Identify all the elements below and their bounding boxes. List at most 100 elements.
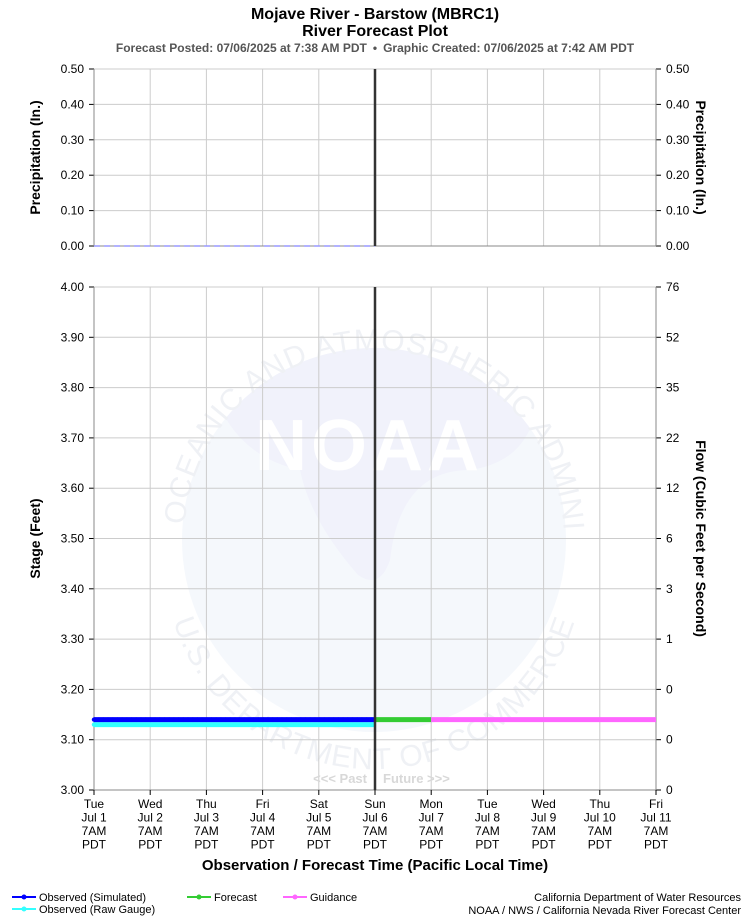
stage-ytick-label-right: 22 bbox=[666, 431, 680, 445]
stage-ytick-label-right: 12 bbox=[666, 481, 680, 495]
series-point-observed-simulated bbox=[355, 717, 360, 722]
series-point-observed-raw bbox=[331, 722, 336, 727]
precip-ytick-label-left: 0.00 bbox=[61, 239, 85, 253]
credit-dwr: California Department of Water Resources bbox=[534, 892, 741, 904]
series-point-observed-simulated bbox=[96, 717, 101, 722]
stage-xtick-label-line: Thu bbox=[196, 797, 217, 811]
stage-xtick-label-line: 7AM bbox=[82, 824, 107, 838]
noaa-watermark: NOAA NATIONAL OCEANIC AND ATMOSPHERIC AD… bbox=[0, 0, 589, 777]
stage-ylabel-right: Flow (Cubic Feet per Second) bbox=[693, 440, 709, 637]
stage-xtick-label-line: Jul 6 bbox=[362, 811, 388, 825]
series-point-observed-raw bbox=[279, 722, 285, 727]
stage-xtick-label-line: Fri bbox=[256, 797, 270, 811]
stage-xtick-label: Sun Jul 6 7AM PDT bbox=[362, 797, 388, 852]
series-point-observed-raw bbox=[265, 722, 271, 727]
series-point-observed-simulated bbox=[124, 717, 130, 722]
precip-ytick-label-right: 0.00 bbox=[666, 239, 690, 253]
stage-xtick-label-line: Jul 9 bbox=[531, 811, 557, 825]
series-point-observed-raw bbox=[134, 722, 139, 727]
chart-title: Mojave River - Barstow (MBRC1) bbox=[251, 6, 499, 23]
series-point-observed-simulated bbox=[232, 717, 238, 722]
stage-xtick-label-line: 7AM bbox=[363, 824, 388, 838]
series-point-observed-raw bbox=[246, 722, 252, 727]
series-point-observed-raw bbox=[185, 722, 191, 727]
stage-xtick-label-line: 7AM bbox=[138, 824, 163, 838]
series-point-observed-simulated bbox=[101, 717, 106, 722]
series-point-observed-simulated bbox=[199, 717, 205, 722]
forecast-posted: Forecast Posted: 07/06/2025 at 7:38 AM P… bbox=[116, 41, 368, 55]
series-point-observed-raw bbox=[289, 722, 294, 727]
stage-xtick-label-line: 7AM bbox=[475, 824, 500, 838]
series-point-observed-simulated bbox=[284, 717, 289, 722]
series-point-observed-simulated bbox=[298, 717, 303, 722]
series-point-observed-raw bbox=[270, 722, 275, 727]
series-point-observed-simulated bbox=[171, 717, 177, 722]
series-point-observed-simulated bbox=[340, 717, 346, 722]
series-point-observed-raw bbox=[190, 722, 195, 727]
stage-xtick-label-line: Sat bbox=[310, 797, 329, 811]
series-point-observed-simulated bbox=[308, 717, 313, 722]
stage-xtick-label-line: PDT bbox=[82, 838, 107, 852]
series-point-observed-simulated bbox=[228, 717, 233, 722]
stage-xtick-label-line: PDT bbox=[194, 838, 219, 852]
stage-xtick-label-line: 7AM bbox=[194, 824, 219, 838]
series-point-observed-raw bbox=[340, 722, 346, 727]
series-point-observed-raw bbox=[218, 722, 224, 727]
precip-ytick-label-left: 0.10 bbox=[61, 204, 85, 218]
series-point-observed-raw bbox=[162, 722, 167, 727]
stage-xtick-label-line: Jul 11 bbox=[640, 811, 671, 825]
stage-xtick-label-line: Jul 1 bbox=[81, 811, 107, 825]
series-point-observed-raw bbox=[171, 722, 177, 727]
stage-xtick-label: Tue Jul 1 7AM PDT bbox=[81, 797, 107, 852]
legend-marker-observed-simulated bbox=[21, 894, 27, 900]
stage-ytick-label-left: 4.00 bbox=[61, 280, 85, 294]
series-point-observed-simulated bbox=[345, 717, 350, 722]
series-point-observed-raw bbox=[138, 722, 144, 727]
legend-label-guidance: Guidance bbox=[310, 892, 357, 904]
series-point-observed-raw bbox=[251, 722, 256, 727]
chart-subtitle: River Forecast Plot bbox=[302, 23, 449, 40]
stage-xtick-label-line: Fri bbox=[649, 797, 663, 811]
series-point-observed-raw bbox=[228, 722, 233, 727]
stage-xtick-label-line: PDT bbox=[363, 838, 388, 852]
stage-xtick-label-line: Wed bbox=[531, 797, 555, 811]
series-point-observed-simulated bbox=[105, 717, 111, 722]
legend: Observed (Simulated)Observed (Raw Gauge)… bbox=[12, 892, 357, 916]
stage-ytick-label-left: 3.10 bbox=[61, 733, 85, 747]
stage-ytick-label-right: 1 bbox=[666, 632, 673, 646]
series-point-observed-simulated bbox=[134, 717, 139, 722]
series-point-observed-raw bbox=[336, 722, 341, 727]
stage-ytick-label-left: 3.50 bbox=[61, 532, 85, 546]
stage-ytick-label-right: 52 bbox=[666, 330, 680, 344]
stage-xtick-label-line: 7AM bbox=[531, 824, 556, 838]
graphic-created: Graphic Created: 07/06/2025 at 7:42 AM P… bbox=[383, 41, 635, 55]
stage-ytick-label-left: 3.80 bbox=[61, 381, 85, 395]
precip-ytick-label-right: 0.40 bbox=[666, 97, 690, 111]
stage-xtick-label-line: Sun bbox=[364, 797, 385, 811]
stage-xtick-label-line: PDT bbox=[251, 838, 276, 852]
stage-xtick-label-line: PDT bbox=[475, 838, 500, 852]
stage-xtick-label: Tue Jul 8 7AM PDT bbox=[475, 797, 501, 852]
series-point-observed-simulated bbox=[326, 717, 332, 722]
series-point-observed-raw bbox=[167, 722, 172, 727]
series-point-observed-simulated bbox=[138, 717, 144, 722]
series-point-observed-simulated bbox=[167, 717, 172, 722]
stage-xtick-label-line: PDT bbox=[138, 838, 163, 852]
series-point-observed-simulated bbox=[293, 717, 299, 722]
stage-xtick-label-line: Thu bbox=[589, 797, 610, 811]
series-point-observed-simulated bbox=[176, 717, 181, 722]
series-point-observed-simulated bbox=[209, 717, 214, 722]
series-point-observed-simulated bbox=[237, 717, 242, 722]
series-point-observed-simulated bbox=[256, 717, 261, 722]
series-point-observed-raw bbox=[355, 722, 360, 727]
noaa-logo-text: NOAA bbox=[255, 406, 483, 486]
series-point-observed-raw bbox=[232, 722, 238, 727]
stage-xtick-label-line: 7AM bbox=[306, 824, 331, 838]
series-point-observed-raw bbox=[242, 722, 247, 727]
series-point-observed-raw bbox=[312, 722, 318, 727]
legend-label-observed-simulated: Observed (Simulated) bbox=[39, 892, 146, 904]
series-point-observed-raw bbox=[275, 722, 280, 727]
stage-ytick-label-right: 0 bbox=[666, 682, 673, 696]
stage-xtick-label-line: Jul 3 bbox=[194, 811, 220, 825]
